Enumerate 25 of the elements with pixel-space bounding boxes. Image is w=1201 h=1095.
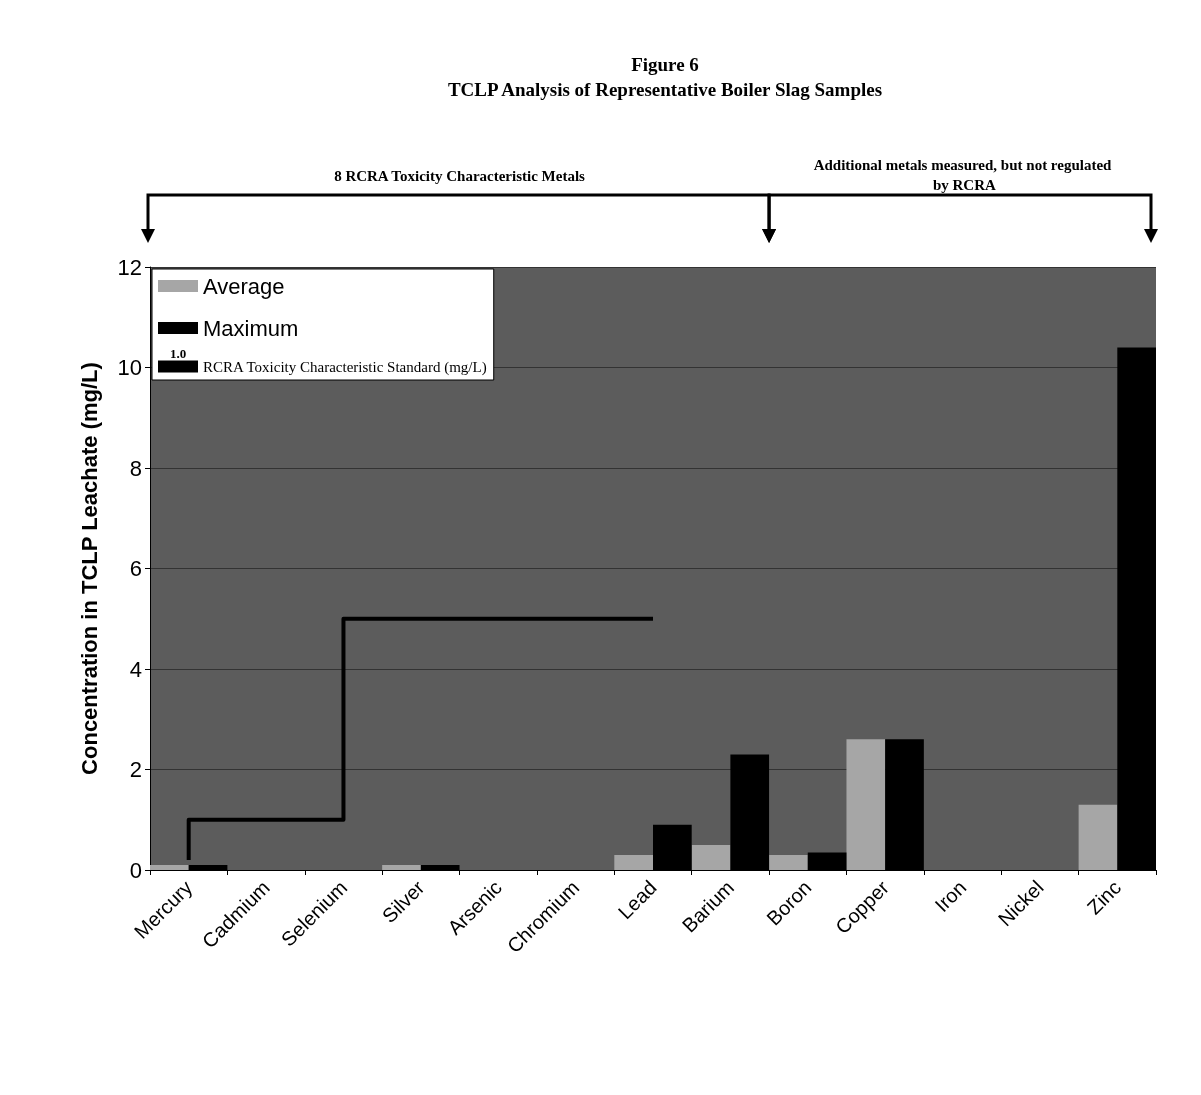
legend-label: Average [203,273,285,299]
bar [769,854,808,870]
annotation: 1.0 [169,346,187,361]
text: Additional metals measured, but not regulated by RCRA [813,157,1113,193]
x-tick-label: Zinc [1082,876,1126,919]
bar [1078,804,1118,870]
text: 8 RCRA Toxicity Characteristic Metals [334,167,586,184]
chart-subtitle: TCLP Analysis of Representative Boiler Slag Samples [447,79,883,100]
y-tick-label: 6 [129,556,142,581]
y-tick-label: 10 [117,355,142,380]
bar [150,864,189,870]
x-tick-label: Iron [930,876,971,917]
chart-title: Figure 6 [631,54,699,75]
y-tick-label: 4 [129,656,142,682]
y-tick-label: 8 [129,455,142,481]
y-tick-label: 0 [129,857,142,883]
y-axis-title: Concentration in TCLP Leachate (mg/L) [76,362,102,775]
legend-label: RCRA Toxicity Characteristic Standard (mg/L) [203,358,487,376]
legend-label: Maximum [203,315,299,341]
bar [614,854,653,870]
bar [382,864,421,870]
y-tick-label: 2 [129,757,142,782]
bar [691,844,731,870]
bar [846,739,886,870]
y-tick-label: 12 [117,254,142,280]
